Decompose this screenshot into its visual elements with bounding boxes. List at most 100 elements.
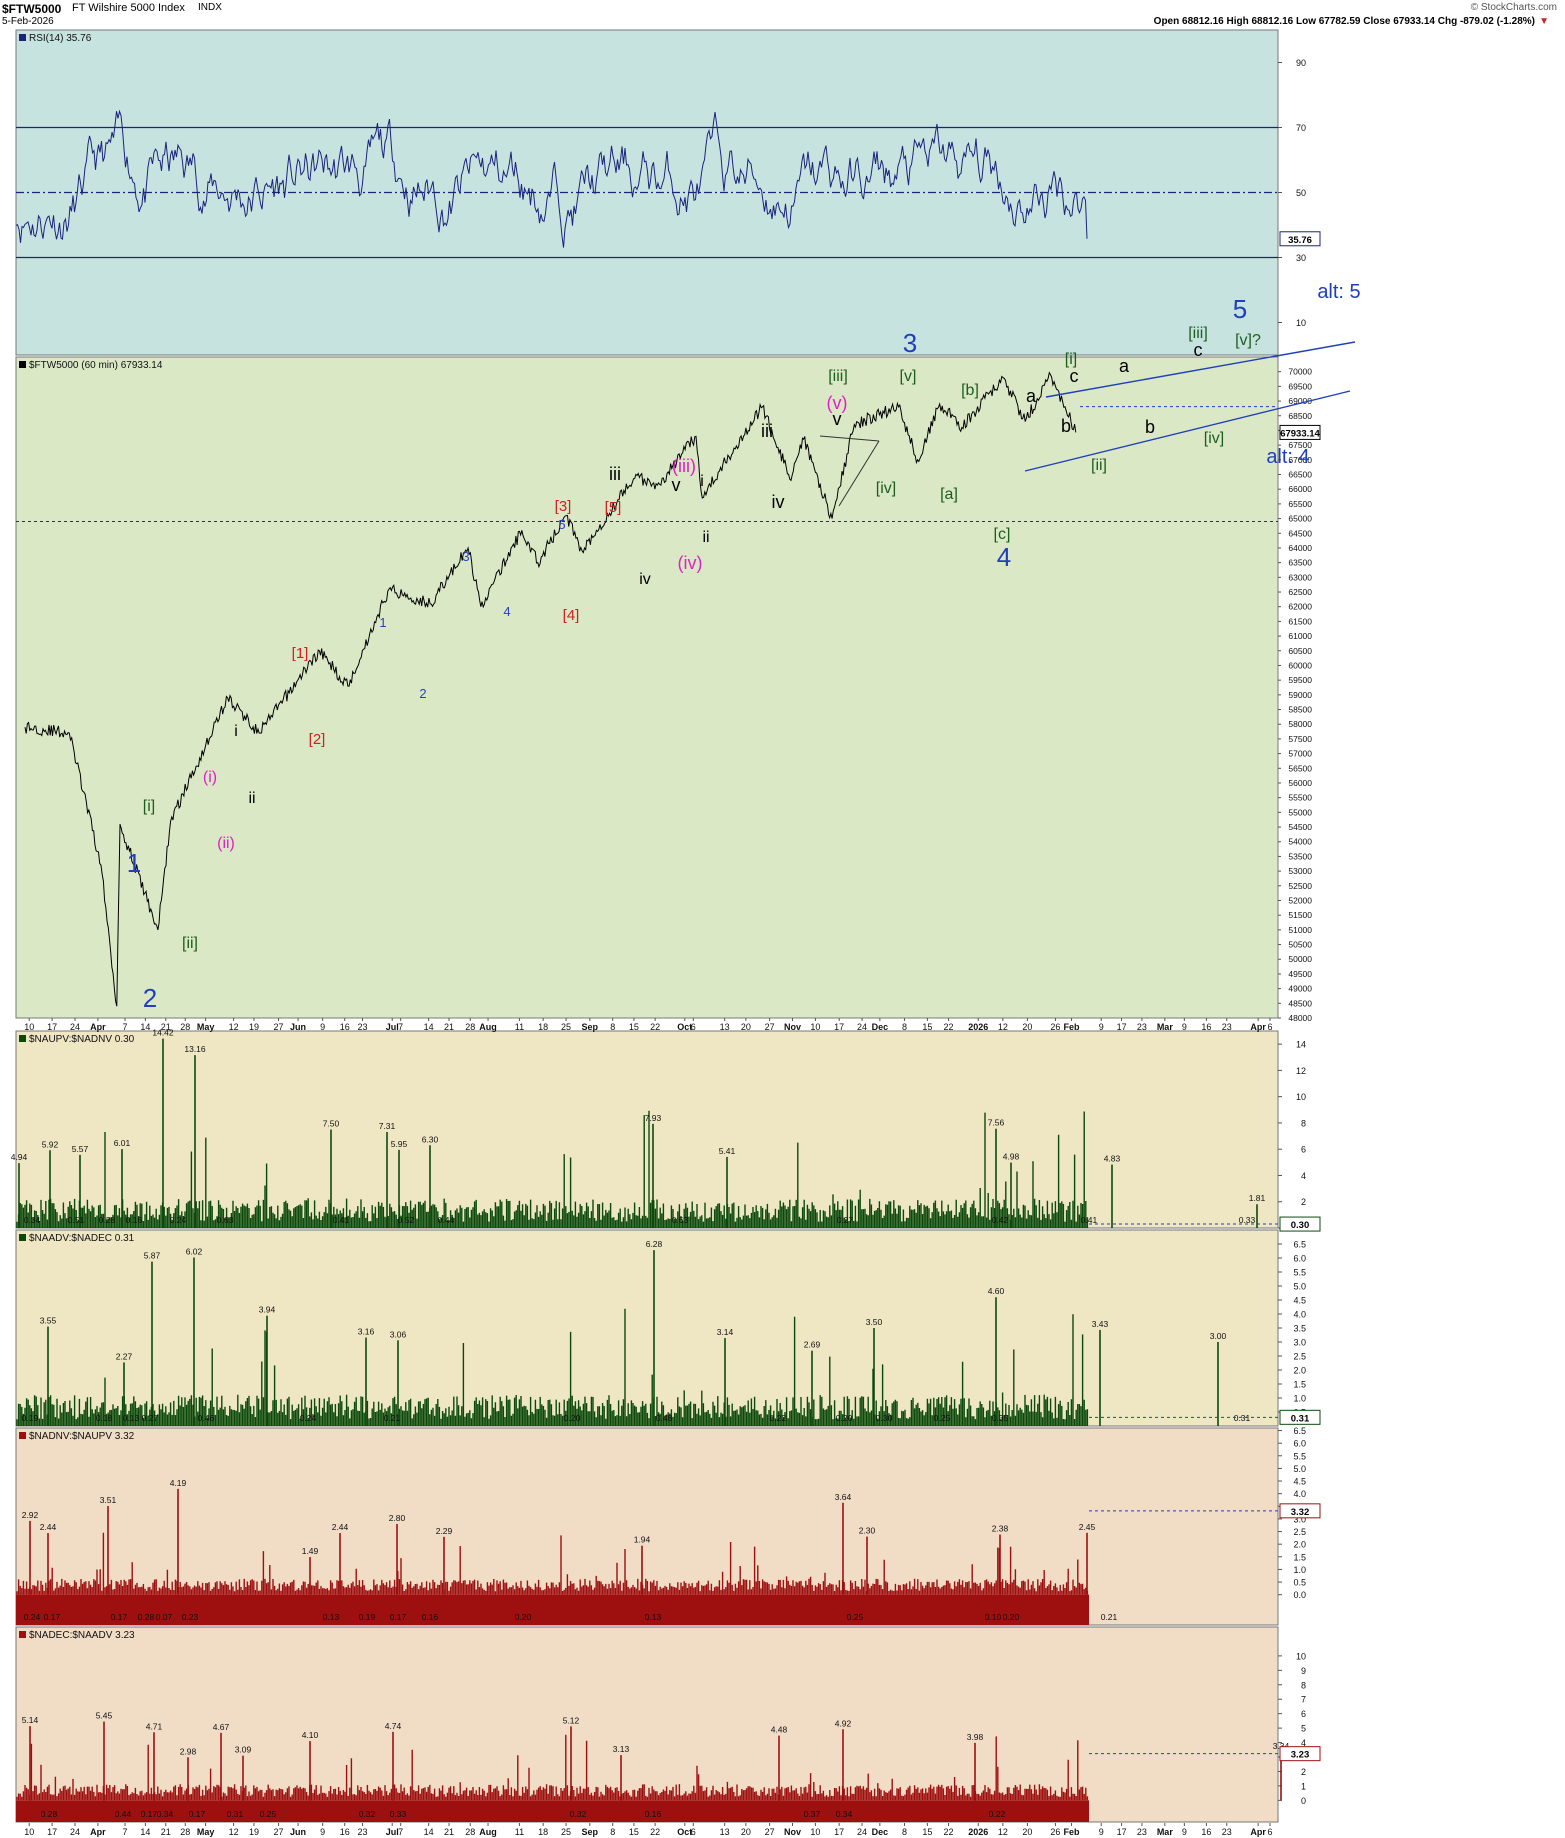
y-tick-label: 52000 <box>1288 895 1312 905</box>
trough-label: 0.63 <box>217 1215 234 1225</box>
y-tick-label: 54500 <box>1288 822 1312 832</box>
wave-label: [3] <box>555 498 572 515</box>
y-tick-label: 4.5 <box>1293 1296 1306 1306</box>
x-tick-label: 10 <box>24 1827 34 1837</box>
y-tick-label: 2.5 <box>1293 1527 1306 1537</box>
wave-label: [i] <box>1065 351 1077 368</box>
peak-label: 2.29 <box>436 1526 453 1536</box>
x-tick-label: Dec <box>872 1022 889 1032</box>
y-tick-label: 2.5 <box>1293 1352 1306 1362</box>
symbol: $FTW5000 <box>2 2 62 16</box>
x-tick-label: 22 <box>944 1022 954 1032</box>
wave-label: iii <box>761 421 773 441</box>
peak-label: 4.60 <box>988 1286 1005 1296</box>
wave-label: alt: 4 <box>1266 446 1309 468</box>
y-tick-label: 6.0 <box>1293 1254 1306 1264</box>
y-tick-label: 61500 <box>1288 616 1312 626</box>
x-tick-label: 9 <box>320 1022 325 1032</box>
peak-label: 6.01 <box>114 1138 131 1148</box>
x-tick-label: 17 <box>834 1022 844 1032</box>
wave-label: [v]? <box>1235 332 1261 349</box>
wave-label: (i) <box>203 769 217 786</box>
last-value-label: 3.23 <box>1291 1750 1310 1761</box>
ratio4-bar-series <box>16 1734 1089 1801</box>
copyright: © StockCharts.com <box>1470 2 1557 13</box>
trough-label: 0.28 <box>41 1809 58 1819</box>
peak-label: 7.56 <box>988 1118 1005 1128</box>
wave-label: (iii) <box>672 456 696 476</box>
peak-label: 3.16 <box>358 1327 375 1337</box>
ratio2-background <box>15 1229 1279 1427</box>
x-tick-label: Sep <box>582 1827 599 1837</box>
y-tick-label: 48500 <box>1288 998 1312 1008</box>
last-value-label: 0.30 <box>1291 1220 1310 1231</box>
trough-label: 0.17 <box>44 1612 61 1622</box>
trough-label: 0.28 <box>99 1215 116 1225</box>
wave-label: ii <box>248 790 255 807</box>
x-tick-label: 19 <box>249 1827 259 1837</box>
x-tick-label: 28 <box>180 1827 190 1837</box>
peak-label: 2.92 <box>22 1510 39 1520</box>
x-tick-label: 18 <box>538 1827 548 1837</box>
x-tick-label: May <box>197 1827 215 1837</box>
upper-trendline <box>1045 341 1356 398</box>
trough-label: 0.63 <box>672 1215 689 1225</box>
trough-label: 0.31 <box>227 1809 244 1819</box>
y-tick-label: 6.5 <box>1293 1426 1306 1436</box>
panel-title: $NADNV:$NAUPV 3.32 <box>29 1431 135 1442</box>
wave-label: 4 <box>997 542 1011 572</box>
y-tick-label: 2.0 <box>1293 1366 1306 1376</box>
x-tick-label: 11 <box>515 1827 524 1837</box>
y-tick-label: 58000 <box>1288 719 1312 729</box>
peak-label: 6.02 <box>186 1246 203 1256</box>
y-tick-label: 14 <box>1296 1040 1306 1050</box>
x-tick-label: 24 <box>857 1827 867 1837</box>
series-icon <box>19 1631 26 1638</box>
lower-trendline <box>1024 390 1351 472</box>
trough-label: 0.32 <box>570 1809 587 1819</box>
y-tick-label: 63000 <box>1288 572 1312 582</box>
last-value-label: 35.76 <box>1288 235 1312 246</box>
y-tick-label: 4.5 <box>1293 1477 1306 1487</box>
trough-label: 0.44 <box>438 1215 455 1225</box>
wave-label: b <box>1061 416 1071 436</box>
ratio1-bars <box>16 1110 1089 1228</box>
x-tick-label: 16 <box>340 1827 350 1837</box>
peak-label: 3.34 <box>1273 1741 1290 1751</box>
wave-label: [v] <box>900 368 917 385</box>
y-tick-label: 65500 <box>1288 499 1312 509</box>
wave-label: c <box>1194 340 1203 360</box>
peak-label: 3.50 <box>866 1317 883 1327</box>
x-tick-label: 9 <box>1182 1022 1187 1032</box>
x-tick-label: Nov <box>784 1827 801 1837</box>
x-tick-label: 23 <box>358 1022 368 1032</box>
x-tick-label: 8 <box>610 1022 615 1032</box>
wave-label: iii <box>609 464 621 484</box>
y-tick-label: 5.0 <box>1293 1464 1306 1474</box>
wave-label: a <box>1119 356 1130 376</box>
trough-label: 0.52 <box>398 1215 415 1225</box>
x-tick-label: Feb <box>1064 1827 1081 1837</box>
x-tick-label: 9 <box>1182 1827 1187 1837</box>
peak-label: 2.80 <box>389 1513 406 1523</box>
trough-label: 0.24 <box>170 1215 187 1225</box>
wave-label: [ii] <box>1091 457 1107 474</box>
y-tick-label: 68500 <box>1288 411 1312 421</box>
y-tick-label: 49500 <box>1288 969 1312 979</box>
peak-label: 5.57 <box>72 1144 89 1154</box>
x-tick-label: 27 <box>274 1022 284 1032</box>
y-tick-label: 1.5 <box>1293 1380 1306 1390</box>
y-tick-label: 51000 <box>1288 925 1312 935</box>
x-tick-label: 2026 <box>968 1827 988 1837</box>
y-tick-label: 4.0 <box>1293 1310 1306 1320</box>
trough-label: 0.42 <box>992 1215 1009 1225</box>
peak-label: 3.13 <box>613 1744 630 1754</box>
trough-label: 0.35 <box>992 1413 1009 1423</box>
x-tick-label: 25 <box>561 1827 571 1837</box>
peak-label: 2.69 <box>804 1340 821 1350</box>
x-tick-label: Jun <box>290 1827 306 1837</box>
y-tick-label: 3.0 <box>1293 1514 1306 1524</box>
panel-title: RSI(14) 35.76 <box>29 33 92 44</box>
y-tick-label: 70000 <box>1288 367 1312 377</box>
